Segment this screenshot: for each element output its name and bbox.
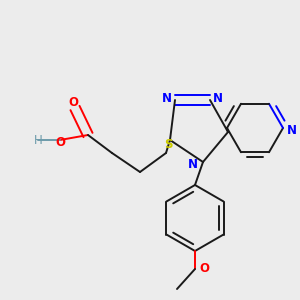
Text: N: N — [162, 92, 172, 104]
Text: S: S — [164, 139, 172, 152]
Text: O: O — [55, 136, 65, 148]
Text: N: N — [213, 92, 223, 104]
Text: N: N — [188, 158, 198, 170]
Text: O: O — [68, 97, 78, 110]
Text: H: H — [34, 134, 42, 146]
Text: N: N — [287, 124, 297, 136]
Text: O: O — [199, 262, 209, 275]
